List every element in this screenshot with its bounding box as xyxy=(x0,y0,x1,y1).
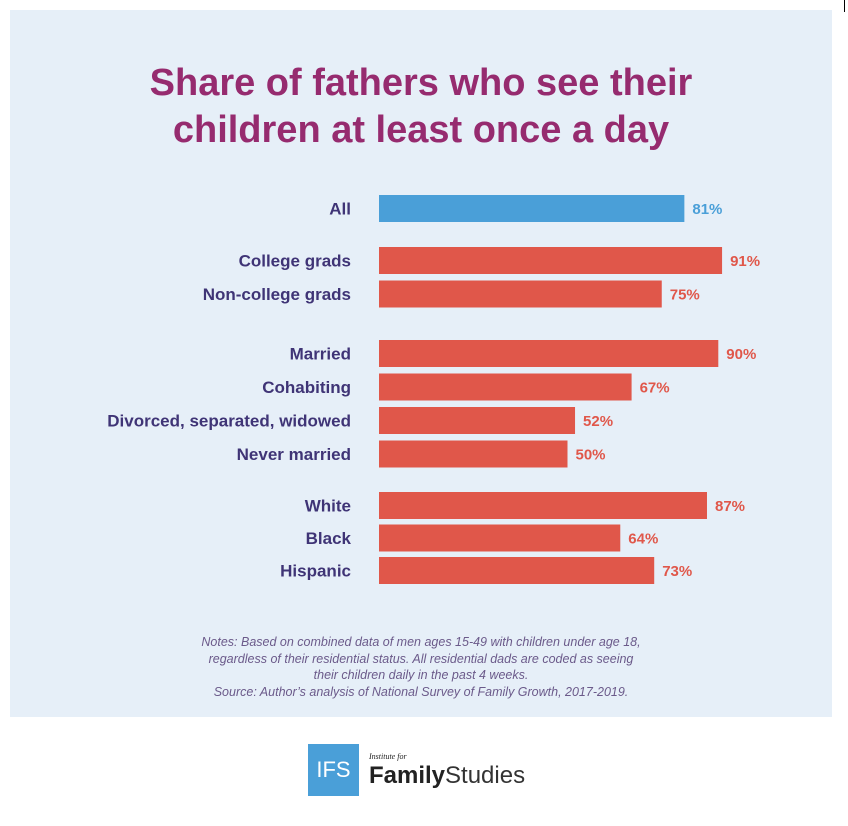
bar-black xyxy=(379,524,621,552)
bar-divorced-separated-widowed xyxy=(379,407,576,434)
brand-studies: Studies xyxy=(445,761,526,789)
value-label-never-married: 50% xyxy=(576,447,606,464)
value-label-white: 87% xyxy=(715,498,745,515)
bar-never-married xyxy=(379,440,568,468)
notes-line-1: Notes: Based on combined data of men age… xyxy=(201,635,641,649)
bar-all xyxy=(379,195,685,222)
title-line-2: children at least once a day xyxy=(172,109,670,151)
value-label-cohabiting: 67% xyxy=(640,380,670,397)
bar-hispanic xyxy=(379,557,655,584)
bar-non-college-grads xyxy=(379,280,662,308)
category-label-cohabiting: Cohabiting xyxy=(262,378,351,397)
value-label-black: 64% xyxy=(628,531,658,548)
brand-family: Family xyxy=(369,761,446,789)
category-label-never-married: Never married xyxy=(237,445,351,464)
category-label-non-college-grads: Non-college grads xyxy=(203,285,351,304)
value-label-college-grads: 91% xyxy=(730,253,760,270)
category-label-hispanic: Hispanic xyxy=(280,562,351,581)
category-label-divorced-separated-widowed: Divorced, separated, widowed xyxy=(107,412,351,431)
notes-line-2: regardless of their residential status. … xyxy=(208,651,634,666)
category-label-all: All xyxy=(329,200,351,219)
category-label-black: Black xyxy=(306,529,352,548)
notes-line-3: their children daily in the past 4 weeks… xyxy=(313,668,529,682)
bar-married xyxy=(379,340,719,367)
corner-mark xyxy=(844,0,845,12)
value-label-divorced-separated-widowed: 52% xyxy=(583,413,613,430)
ifs-logo-mark: IFS xyxy=(308,744,359,796)
value-label-married: 90% xyxy=(726,346,756,363)
category-label-married: Married xyxy=(290,345,351,364)
category-label-white: White xyxy=(305,497,351,516)
bar-cohabiting xyxy=(379,373,632,401)
value-label-all: 81% xyxy=(692,201,722,218)
brand-name: FamilyStudies xyxy=(369,761,526,789)
value-label-hispanic: 73% xyxy=(662,563,692,580)
bar-chart: All 81% College grads 91% Non-college grads 7… xyxy=(107,195,760,584)
value-label-non-college-grads: 75% xyxy=(670,287,700,304)
chart-title: Share of fathers who see their children … xyxy=(10,60,832,154)
ifs-wordmark: Institute for FamilyStudies xyxy=(369,752,525,789)
ifs-logo: IFS Institute for FamilyStudies xyxy=(308,744,525,796)
title-line-1: Share of fathers who see their xyxy=(149,62,693,104)
category-label-college-grads: College grads xyxy=(239,252,351,271)
chart-notes: Notes: Based on combined data of men age… xyxy=(10,634,832,700)
brand-small-text: Institute for xyxy=(369,751,407,761)
bar-white xyxy=(379,492,707,519)
chart-panel: Share of fathers who see their children … xyxy=(10,10,832,717)
source-line: Source: Author’s analysis of National Su… xyxy=(213,684,629,699)
bar-college-grads xyxy=(379,247,723,274)
